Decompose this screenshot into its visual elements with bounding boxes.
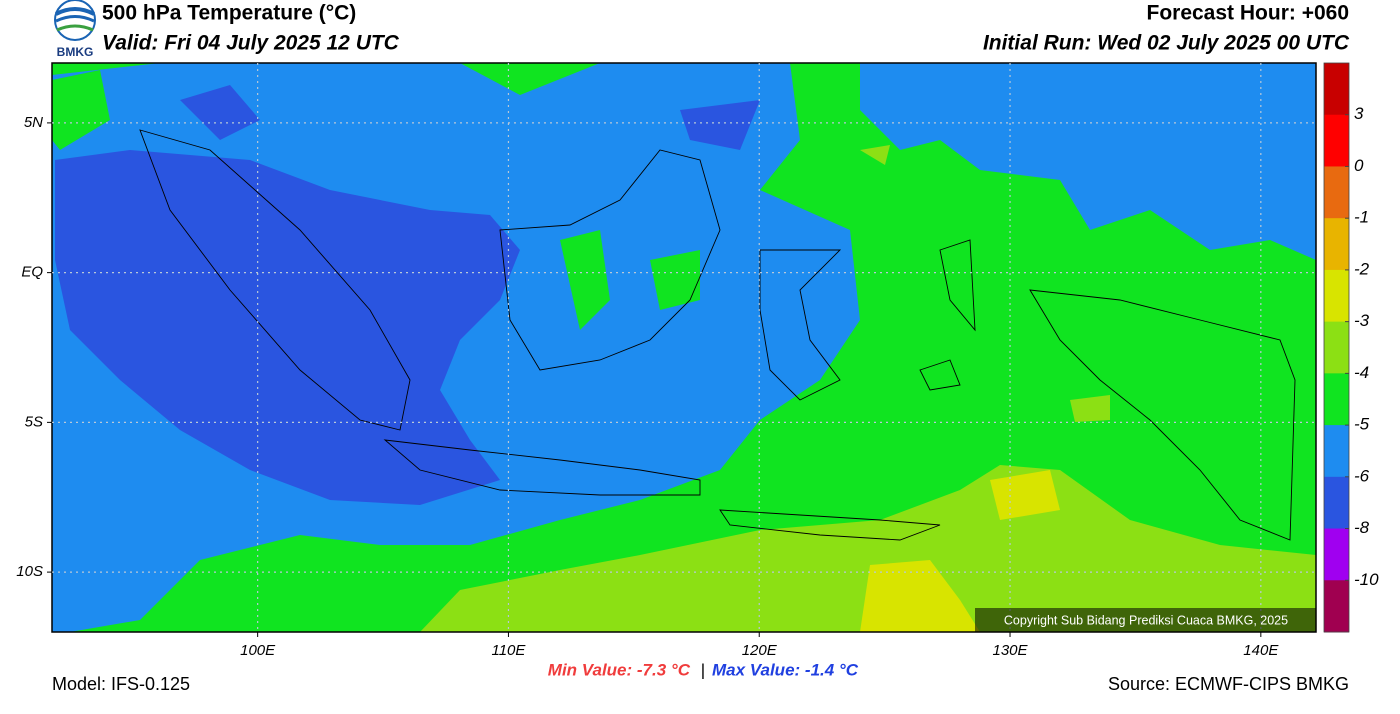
forecast-hour: Forecast Hour: +060 (1147, 2, 1350, 25)
model: Model: IFS-0.125 (52, 674, 190, 694)
colorbar-segment (1324, 476, 1349, 530)
map-frame (51, 62, 1317, 633)
colorbar-label: -4 (1354, 363, 1369, 382)
x-tick-label: 130E (993, 642, 1029, 659)
colorbar-segment (1324, 321, 1349, 374)
graticule: 100E 110E 120E 130E 140E 5N EQ 5S 10S (16, 63, 1316, 659)
initial-run: Initial Run: Wed 02 July 2025 00 UTC (983, 32, 1350, 55)
copyright: Copyright Sub Bidang Prediksi Cuaca BMKG… (1004, 613, 1288, 627)
colorbar-label: -8 (1354, 518, 1370, 537)
colorbar-label: -5 (1354, 415, 1370, 434)
colorbar-segment (1324, 63, 1349, 116)
colorbar-segment (1324, 425, 1349, 478)
colorbar-segment (1324, 166, 1349, 219)
y-tick-label: 10S (16, 563, 43, 580)
x-tick-label: 120E (742, 642, 778, 659)
colorbar-label: -6 (1354, 466, 1370, 485)
title: 500 hPa Temperature (°C) (102, 2, 356, 25)
max-value: Max Value: -1.4 °C (712, 660, 859, 679)
bmkg-logo: BMKG (54, 0, 96, 59)
colorbar: 3 0 -1 -2 -3 -4 -5 -6 -8 -10 (1323, 62, 1379, 633)
x-tick-label: 100E (240, 642, 276, 659)
colorbar-label: -1 (1354, 208, 1369, 227)
colorbar-segment (1324, 580, 1349, 633)
colorbar-frame (1323, 62, 1350, 633)
colorbar-segment (1324, 114, 1349, 167)
colorbar-segment (1324, 373, 1349, 426)
colorbar-segment (1324, 218, 1349, 271)
colorbar-label: -2 (1354, 259, 1370, 278)
separator: | (701, 660, 705, 679)
x-tick-label: 140E (1243, 642, 1279, 659)
colorbar-label: 3 (1354, 104, 1364, 123)
valid-time: Valid: Fri 04 July 2025 12 UTC (102, 32, 400, 55)
logo-text: BMKG (57, 45, 94, 59)
y-tick-label: 5S (25, 413, 43, 430)
temperature-field (52, 63, 1316, 632)
source: Source: ECMWF-CIPS BMKG (1108, 674, 1349, 694)
colorbar-label: 0 (1354, 156, 1364, 175)
colorbar-segment (1324, 528, 1349, 581)
colorbar-label: -3 (1354, 311, 1370, 330)
y-tick-label: EQ (21, 264, 43, 281)
min-value: Min Value: -7.3 °C (548, 660, 691, 679)
copyright-box (975, 608, 1316, 632)
y-tick-label: 5N (24, 114, 43, 131)
x-tick-label: 110E (491, 642, 526, 659)
colorbar-label: -10 (1354, 570, 1379, 589)
colorbar-segment (1324, 269, 1349, 323)
